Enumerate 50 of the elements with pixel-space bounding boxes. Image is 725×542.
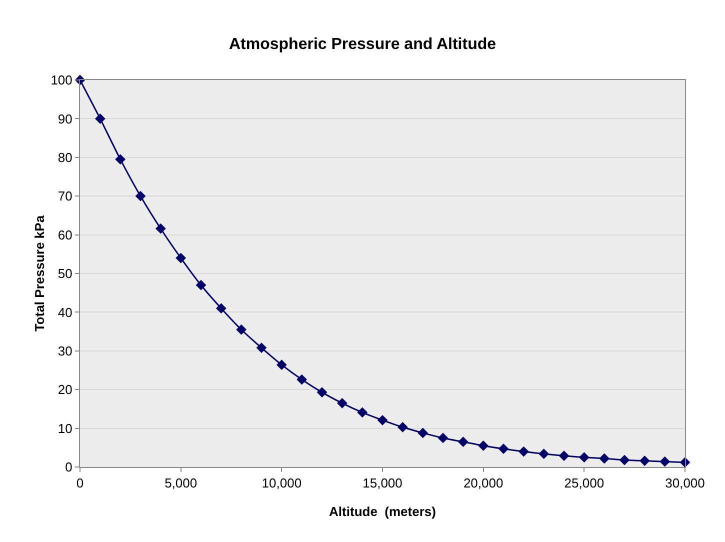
point [478, 440, 489, 451]
y-tick-label: 30 [58, 343, 72, 358]
point [558, 450, 570, 461]
point [599, 453, 610, 464]
point [438, 432, 448, 444]
point [518, 446, 529, 457]
y-tick-label: 50 [58, 266, 72, 282]
y-tick-label: 100 [50, 72, 72, 88]
x-tick-label: 10,000 [262, 476, 302, 491]
point [418, 428, 428, 438]
point [578, 452, 590, 463]
x-tick-label: 5,000 [164, 476, 198, 491]
point [458, 436, 468, 448]
point [660, 456, 670, 467]
x-tick-label: 20,000 [463, 476, 504, 491]
point [216, 303, 226, 314]
y-axis-title: Total Pressure kPa [32, 214, 47, 332]
point [397, 422, 408, 432]
point [336, 398, 348, 408]
x-tick-label: 25,000 [564, 476, 604, 491]
y-tick-label: 40 [58, 304, 72, 320]
point [377, 414, 388, 426]
point [115, 154, 126, 165]
x-tick-label: 0 [76, 476, 84, 491]
point [296, 374, 308, 385]
x-axis-title: Altitude (meters) [329, 504, 436, 519]
point [316, 387, 328, 398]
y-tick-label: 70 [58, 188, 72, 204]
y-tick-label: 60 [58, 227, 72, 242]
point [94, 114, 106, 124]
y-tick-label: 10 [58, 420, 72, 436]
point [236, 324, 247, 335]
point [256, 342, 267, 353]
point [176, 252, 186, 264]
point [639, 456, 650, 466]
point [498, 444, 509, 454]
point [276, 360, 287, 370]
y-tick-label: 90 [58, 111, 72, 126]
point [155, 223, 166, 234]
point [538, 448, 550, 460]
x-tick-label: 15,000 [362, 476, 402, 491]
point [196, 280, 206, 290]
point [619, 454, 630, 466]
point [357, 407, 368, 418]
y-tick-label: 0 [65, 460, 72, 475]
point [135, 190, 146, 202]
y-tick-label: 80 [58, 150, 72, 165]
chart-title: Atmospheric Pressure and Altitude [228, 36, 496, 54]
y-tick-label: 20 [58, 382, 72, 398]
x-tick-label: 30,000 [665, 476, 705, 491]
